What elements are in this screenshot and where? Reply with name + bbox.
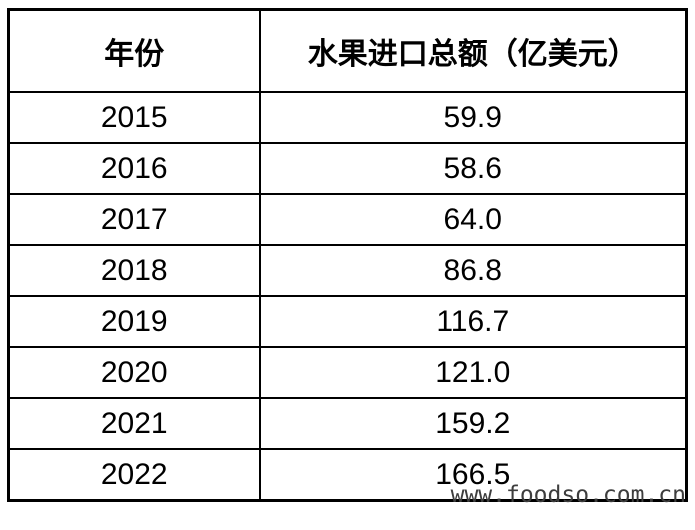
table-row: 2021 159.2 [7, 397, 688, 450]
column-header-import-total: 水果进口总额（亿美元） [258, 8, 688, 93]
value-cell: 166.5 [258, 448, 688, 502]
year-cell: 2016 [7, 142, 261, 195]
table-header-row: 年份 水果进口总额（亿美元） [7, 8, 688, 93]
year-cell: 2020 [7, 346, 261, 399]
year-cell: 2018 [7, 244, 261, 297]
value-cell: 59.9 [258, 91, 688, 144]
table-row: 2022 166.5 [7, 448, 688, 502]
year-cell: 2019 [7, 295, 261, 348]
value-cell: 86.8 [258, 244, 688, 297]
value-cell: 64.0 [258, 193, 688, 246]
year-cell: 2021 [7, 397, 261, 450]
value-cell: 159.2 [258, 397, 688, 450]
value-cell: 58.6 [258, 142, 688, 195]
year-cell: 2017 [7, 193, 261, 246]
table-row: 2015 59.9 [7, 91, 688, 144]
table-row: 2016 58.6 [7, 142, 688, 195]
table-row: 2017 64.0 [7, 193, 688, 246]
table-row: 2019 116.7 [7, 295, 688, 348]
year-cell: 2022 [7, 448, 261, 502]
year-cell: 2015 [7, 91, 261, 144]
value-cell: 121.0 [258, 346, 688, 399]
column-header-year: 年份 [7, 8, 261, 93]
table-row: 2018 86.8 [7, 244, 688, 297]
fruit-import-table: 年份 水果进口总额（亿美元） 2015 59.9 2016 58.6 2017 … [7, 8, 688, 502]
value-cell: 116.7 [258, 295, 688, 348]
table-row: 2020 121.0 [7, 346, 688, 399]
